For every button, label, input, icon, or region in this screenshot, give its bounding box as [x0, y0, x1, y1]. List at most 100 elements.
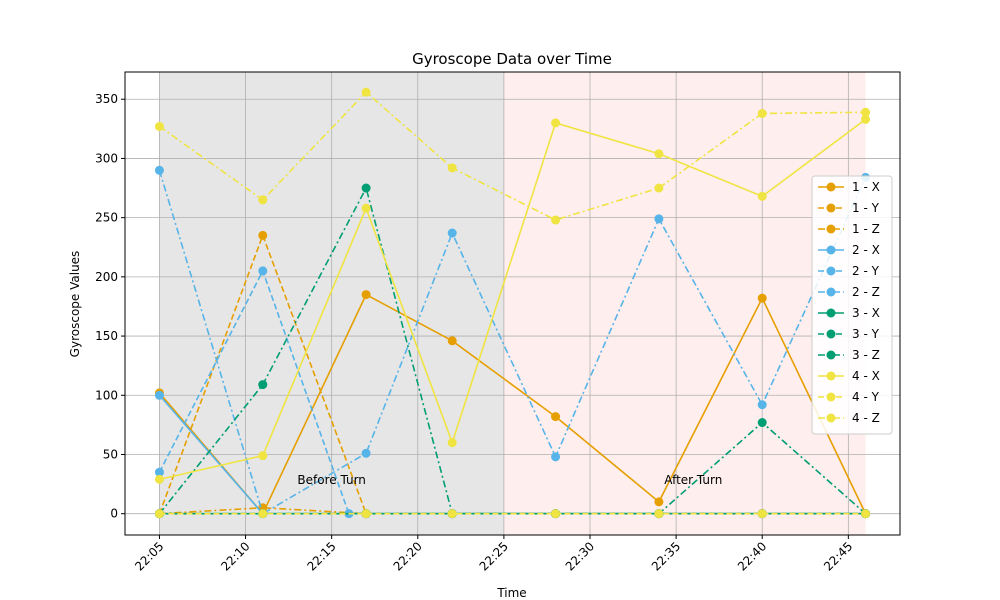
- data-point: [654, 149, 664, 159]
- y-tick-label: 0: [110, 507, 118, 521]
- x-tick-label: 22:15: [304, 539, 338, 573]
- x-tick-label: 22:10: [218, 539, 252, 573]
- legend-marker: [826, 308, 836, 318]
- data-point: [361, 183, 371, 193]
- plot-area-frame: [124, 71, 901, 536]
- data-point: [757, 509, 767, 519]
- data-point: [154, 509, 164, 519]
- y-tick-label: 100: [95, 388, 118, 402]
- data-point: [861, 509, 871, 519]
- legend: 1 - X 1 - Y 1 - Z 2 - X 2 - Y 2 - Z 3 - X 3 - Y…: [811, 175, 893, 435]
- data-point: [258, 230, 268, 240]
- legend-label: 4 - Y: [852, 390, 880, 404]
- chart-title: Gyroscope Data over Time: [412, 50, 612, 68]
- legend-item: 1 - Y: [818, 201, 880, 215]
- legend-marker: [826, 182, 836, 192]
- data-point: [551, 452, 561, 462]
- data-point: [154, 474, 164, 484]
- legend-item: 4 - X: [818, 369, 880, 383]
- legend-marker: [826, 371, 836, 381]
- data-point: [258, 451, 268, 461]
- data-point: [654, 214, 664, 224]
- legend-label: 1 - X: [852, 180, 880, 194]
- y-tick-label: 300: [95, 151, 118, 165]
- shaded-region-1: [503, 72, 866, 535]
- x-tick-label: 22:30: [563, 539, 597, 573]
- series-4-y: [154, 509, 871, 519]
- legend-item: 3 - Y: [818, 327, 880, 341]
- data-point: [361, 87, 371, 97]
- y-tick-label: 250: [95, 211, 118, 225]
- y-tick-label: 150: [95, 329, 118, 343]
- data-point: [154, 121, 164, 131]
- data-point: [258, 380, 268, 390]
- data-point: [757, 418, 767, 428]
- legend-box: [811, 175, 893, 435]
- x-tick-label: 22:45: [821, 539, 855, 573]
- legend-label: 1 - Z: [852, 222, 880, 236]
- legend-marker: [826, 224, 836, 234]
- data-point: [551, 215, 561, 225]
- legend-item: 2 - X: [818, 243, 880, 257]
- y-axis-label: Gyroscope Values: [68, 251, 82, 358]
- legend-label: 3 - X: [852, 306, 880, 320]
- x-axis-label: Time: [496, 586, 526, 600]
- legend-item: 2 - Z: [818, 285, 880, 299]
- data-point: [654, 183, 664, 193]
- data-point: [757, 293, 767, 303]
- data-point: [361, 203, 371, 213]
- legend-marker: [826, 392, 836, 402]
- data-point: [447, 336, 457, 346]
- annotation-label: Before Turn: [297, 473, 366, 487]
- data-point: [654, 497, 664, 507]
- data-point: [258, 195, 268, 205]
- x-tick-label: 22:40: [735, 539, 769, 573]
- legend-item: 1 - X: [818, 180, 880, 194]
- legend-item: 2 - Y: [818, 264, 880, 278]
- data-point: [154, 165, 164, 175]
- x-tick-label: 22:05: [132, 539, 166, 573]
- x-tick-label: 22:25: [477, 539, 511, 573]
- data-point: [757, 108, 767, 118]
- legend-label: 2 - X: [852, 243, 880, 257]
- data-point: [861, 107, 871, 117]
- y-tick-label: 200: [95, 270, 118, 284]
- data-point: [654, 509, 664, 519]
- legend-label: 2 - Z: [852, 285, 880, 299]
- series-lines: [154, 87, 871, 519]
- data-point: [551, 412, 561, 422]
- series-line: [158, 293, 867, 516]
- data-point: [258, 266, 268, 276]
- legend-marker: [826, 245, 836, 255]
- x-tick-label: 22:20: [391, 539, 425, 573]
- legend-item: 3 - X: [818, 306, 880, 320]
- annotations: Before Turn After Turn: [297, 473, 722, 487]
- data-point: [361, 509, 371, 519]
- data-point: [861, 114, 871, 124]
- data-point: [757, 400, 767, 410]
- y-tick-label: 350: [95, 92, 118, 106]
- data-point: [258, 509, 268, 519]
- data-point: [551, 509, 561, 519]
- legend-label: 4 - X: [852, 369, 880, 383]
- data-point: [447, 438, 457, 448]
- y-tick-label: 50: [103, 447, 118, 461]
- legend-marker: [826, 329, 836, 339]
- x-tick-label: 22:35: [649, 539, 683, 573]
- data-point: [154, 390, 164, 400]
- legend-label: 3 - Z: [852, 348, 880, 362]
- series-line: [159, 118, 867, 481]
- legend-label: 1 - Y: [852, 201, 880, 215]
- legend-marker: [826, 413, 836, 423]
- legend-item: 4 - Y: [818, 390, 880, 404]
- legend-marker: [826, 287, 836, 297]
- data-point: [551, 118, 561, 128]
- series-line: [158, 170, 867, 515]
- annotation-label: After Turn: [664, 473, 722, 487]
- data-point: [447, 509, 457, 519]
- legend-item: 4 - Z: [818, 411, 880, 425]
- legend-item: 3 - Z: [818, 348, 880, 362]
- legend-label: 3 - Y: [852, 327, 880, 341]
- data-point: [447, 163, 457, 173]
- data-point: [361, 290, 371, 300]
